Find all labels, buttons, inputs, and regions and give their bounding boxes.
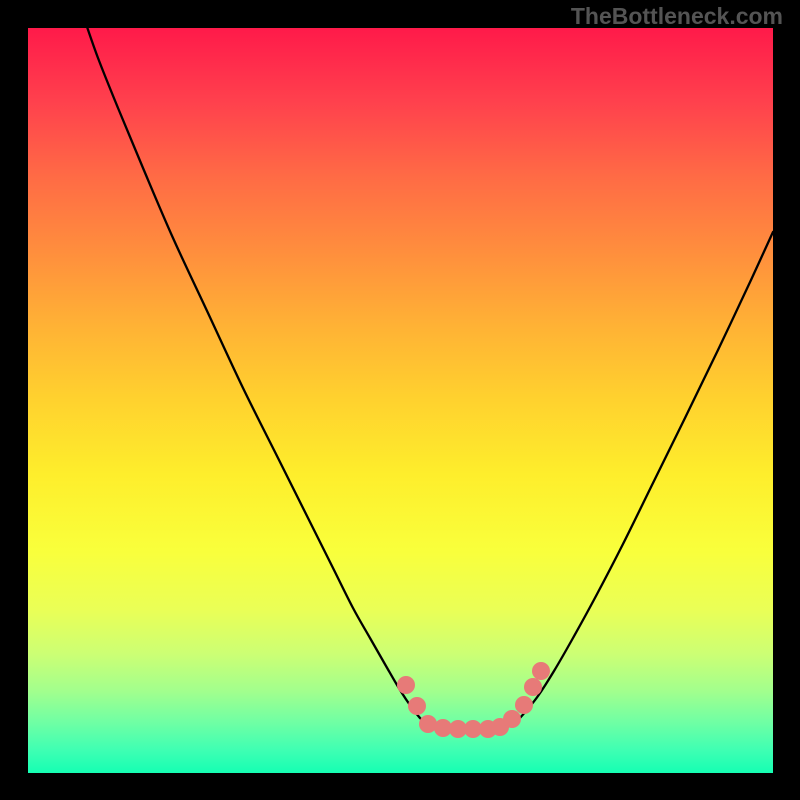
value-marker: [524, 678, 542, 696]
value-marker: [515, 696, 533, 714]
bottleneck-curve: [84, 28, 773, 729]
value-marker: [532, 662, 550, 680]
plot-area: [28, 28, 773, 773]
value-marker: [408, 697, 426, 715]
value-marker: [397, 676, 415, 694]
watermark-text: TheBottleneck.com: [571, 3, 783, 30]
value-markers: [397, 662, 550, 738]
chart-svg: [28, 28, 773, 773]
value-marker: [503, 710, 521, 728]
